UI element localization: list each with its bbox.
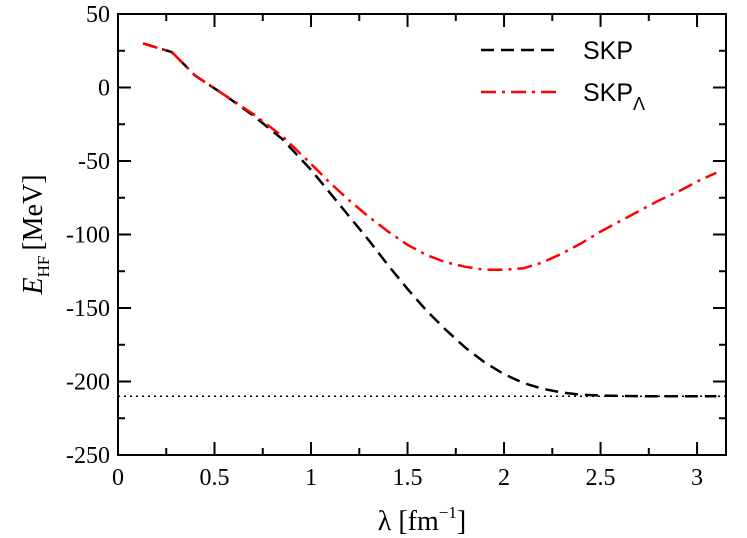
series-line-skp xyxy=(142,42,717,398)
x-axis-unit-exponent: −1 xyxy=(439,503,457,522)
y-tick-label: -100 xyxy=(66,223,110,249)
legend-label: SKPΛ xyxy=(583,79,645,114)
y-axis-subscript: HF xyxy=(34,256,53,278)
x-tick-label: 1 xyxy=(305,465,317,491)
x-tick-label: 0 xyxy=(112,465,124,491)
y-axis-symbol: E xyxy=(18,277,49,295)
y-axis-unit: [MeV] xyxy=(18,174,49,250)
y-tick-label: -150 xyxy=(66,296,110,322)
series-line-skp-lambda xyxy=(142,42,717,272)
y-tick-label: 50 xyxy=(86,2,110,28)
x-tick-label: 3 xyxy=(691,465,703,491)
x-axis-unit-suffix: ] xyxy=(457,506,466,537)
x-tick-label: 2 xyxy=(498,465,510,491)
x-tick-label: 2.5 xyxy=(586,465,616,491)
axis-tick-labels: 0 0.5 1 1.5 2 2.5 3 50 0 -50 -100 -150 -200 -250 xyxy=(66,2,703,491)
legend: SKP SKPΛ xyxy=(481,37,645,114)
x-axis-symbol: λ xyxy=(378,506,392,537)
x-axis-unit-prefix: [fm xyxy=(398,506,439,537)
y-tick-label: -200 xyxy=(66,370,110,396)
x-tick-label: 1.5 xyxy=(393,465,423,491)
y-tick-label: -50 xyxy=(78,149,110,175)
legend-label: SKP xyxy=(583,37,633,65)
plot-frame xyxy=(117,13,727,456)
y-tick-label: 0 xyxy=(98,76,110,102)
y-axis-title: EHF [MeV] xyxy=(18,174,53,295)
x-axis-title: λ [fm−1] xyxy=(378,503,466,537)
plot-lines xyxy=(118,42,726,398)
y-tick-label: -250 xyxy=(66,443,110,469)
axis-ticks xyxy=(117,13,726,456)
x-tick-label: 0.5 xyxy=(200,465,230,491)
